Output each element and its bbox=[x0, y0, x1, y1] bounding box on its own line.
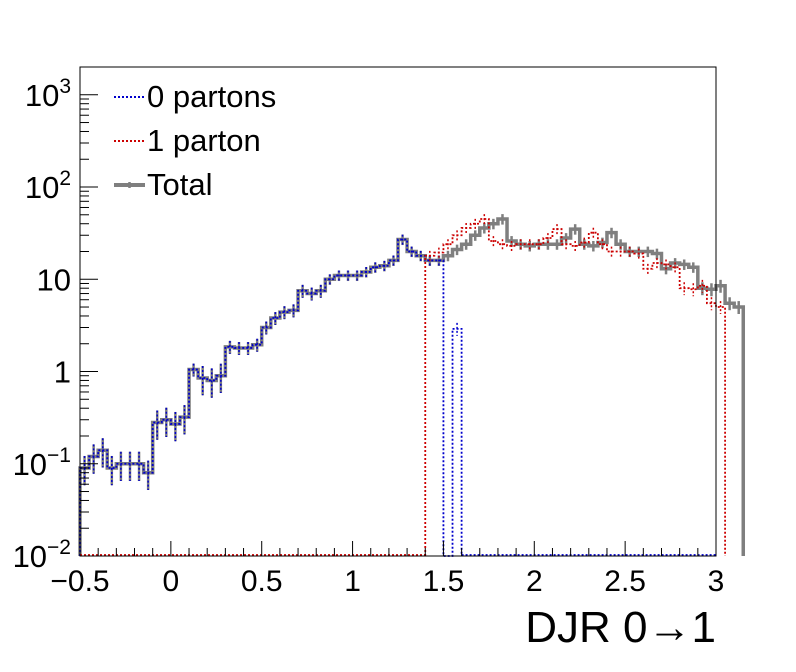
histogram-step-line bbox=[424, 218, 726, 556]
series-0-partons bbox=[79, 234, 716, 557]
legend-entry-0-partons: 0 partons bbox=[114, 79, 276, 114]
x-tick-label: 1.5 bbox=[423, 565, 465, 598]
legend-label: 1 parton bbox=[147, 123, 261, 158]
y-tick-exponent: 2 bbox=[59, 167, 71, 190]
histogram-step-line bbox=[79, 238, 463, 557]
legend-entry-total: Total bbox=[114, 167, 212, 202]
x-tick-label: 0 bbox=[163, 565, 180, 598]
x-tick-label: −0.5 bbox=[50, 565, 109, 598]
y-tick-exponent: 3 bbox=[59, 75, 71, 98]
legend-label: 0 partons bbox=[147, 79, 276, 114]
x-tick-label: 1 bbox=[344, 565, 361, 598]
y-tick-label: 1 bbox=[54, 355, 71, 390]
legend-entry-1-parton: 1 parton bbox=[114, 123, 261, 158]
x-tick-label: 2 bbox=[526, 565, 543, 598]
series-1-parton bbox=[80, 214, 726, 556]
y-tick-label: 10 bbox=[37, 262, 71, 297]
plot-frame bbox=[79, 66, 717, 557]
x-tick-label: 2.5 bbox=[604, 565, 646, 598]
legend-label: Total bbox=[147, 167, 212, 202]
x-axis-label: DJR 0→1 bbox=[525, 603, 716, 652]
y-tick-exponent: −1 bbox=[47, 444, 71, 467]
x-tick-label: 0.5 bbox=[241, 565, 283, 598]
y-tick-exponent: −2 bbox=[47, 536, 71, 559]
x-tick-label: 3 bbox=[708, 565, 725, 598]
legend: 0 partons 1 parton Total bbox=[114, 79, 276, 202]
series-layer bbox=[78, 214, 746, 557]
